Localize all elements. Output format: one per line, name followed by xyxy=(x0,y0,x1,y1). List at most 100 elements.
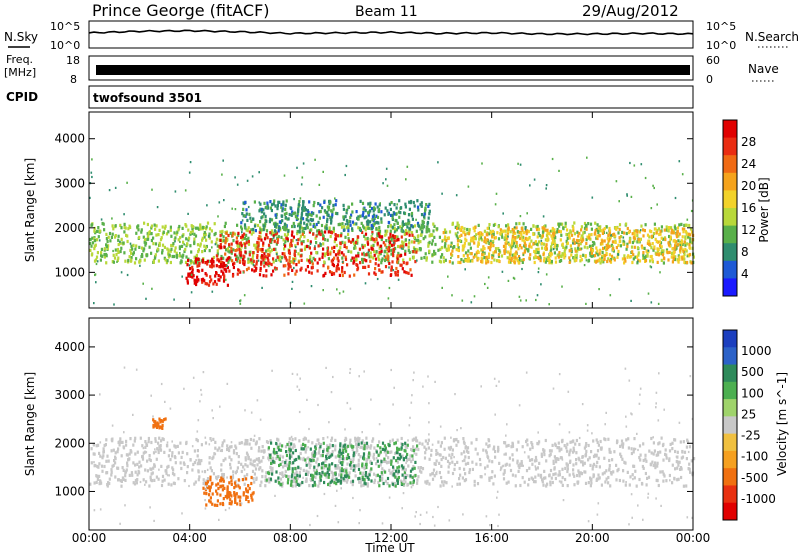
range-gate-cell xyxy=(373,216,376,220)
range-gate-cell xyxy=(563,256,566,260)
range-gate-cell xyxy=(473,295,476,298)
range-gate-cell xyxy=(287,467,290,471)
range-gate-cell xyxy=(537,247,540,251)
range-gate-cell xyxy=(394,469,398,473)
range-gate-cell xyxy=(656,451,660,455)
range-gate-cell xyxy=(446,248,449,252)
range-gate-cell xyxy=(345,471,348,475)
range-gate-cell xyxy=(277,481,280,485)
range-gate-cell xyxy=(165,469,168,473)
range-gate-cell xyxy=(545,247,548,251)
range-gate-cell xyxy=(305,212,308,216)
range-gate-cell xyxy=(389,471,392,475)
range-gate-cell xyxy=(410,459,413,464)
range-gate-cell xyxy=(483,256,486,260)
range-gate-cell xyxy=(545,184,548,187)
range-gate-cell xyxy=(324,271,327,275)
range-gate-cell xyxy=(517,440,520,444)
range-gate-cell xyxy=(662,458,665,462)
range-gate-cell xyxy=(659,244,662,248)
range-gate-cell xyxy=(637,253,640,257)
range-gate-cell xyxy=(277,478,280,482)
range-gate-cell xyxy=(201,238,204,242)
range-gate-cell xyxy=(268,265,270,268)
range-gate-cell xyxy=(347,205,350,209)
range-gate-cell xyxy=(145,480,148,484)
range-gate-cell xyxy=(253,200,256,204)
range-gate-cell xyxy=(299,467,302,471)
range-gate-cell xyxy=(509,252,512,256)
range-gate-cell xyxy=(351,479,355,483)
range-gate-cell xyxy=(284,244,287,248)
range-gate-cell xyxy=(358,247,361,251)
range-gate-cell xyxy=(283,227,286,231)
range-gate-cell xyxy=(214,440,217,444)
range-gate-cell xyxy=(484,239,487,243)
range-gate-cell xyxy=(111,260,114,264)
range-gate-cell xyxy=(575,256,578,260)
range-gate-cell xyxy=(439,444,442,448)
range-gate-cell xyxy=(592,454,596,459)
range-gate-cell xyxy=(245,233,248,237)
range-gate-cell xyxy=(504,233,507,237)
range-gate-cell xyxy=(332,477,335,482)
range-gate-cell xyxy=(328,270,332,274)
range-gate-cell xyxy=(397,475,400,480)
range-gate-cell xyxy=(300,258,303,262)
range-gate-cell xyxy=(162,230,165,234)
range-gate-cell xyxy=(508,242,511,247)
range-gate-cell xyxy=(210,259,213,263)
range-gate-cell xyxy=(290,213,293,217)
range-gate-cell xyxy=(277,438,280,442)
range-gate-cell xyxy=(451,448,454,452)
range-gate-cell xyxy=(612,247,615,251)
range-gate-cell xyxy=(153,419,156,424)
range-gate-cell xyxy=(588,244,592,248)
range-gate-cell xyxy=(648,235,651,239)
range-gate-cell xyxy=(632,450,635,454)
range-gate-cell xyxy=(157,233,160,237)
range-gate-cell xyxy=(623,231,626,235)
range-gate-cell xyxy=(359,455,362,459)
range-gate-cell xyxy=(601,254,604,258)
range-gate-cell xyxy=(330,272,334,276)
range-gate-cell xyxy=(150,226,153,230)
range-gate-cell xyxy=(551,236,554,240)
range-gate-cell xyxy=(406,452,409,457)
range-gate-cell xyxy=(258,201,261,204)
range-gate-cell xyxy=(609,294,612,297)
range-gate-cell xyxy=(291,438,294,442)
range-gate-cell xyxy=(599,248,602,252)
range-gate-cell xyxy=(520,258,523,262)
range-gate-cell xyxy=(561,222,564,226)
range-gate-cell xyxy=(434,242,437,247)
range-gate-cell xyxy=(194,234,198,238)
range-gate-cell xyxy=(562,227,565,231)
range-gate-cell xyxy=(601,240,604,244)
range-gate-cell xyxy=(428,209,431,213)
range-gate-cell xyxy=(511,235,515,239)
range-gate-cell xyxy=(272,234,275,238)
range-gate-cell xyxy=(386,209,389,213)
range-gate-cell xyxy=(338,466,341,470)
range-gate-cell xyxy=(557,473,560,477)
range-gate-cell xyxy=(673,250,676,255)
range-gate-cell xyxy=(129,449,132,453)
range-gate-cell xyxy=(203,491,206,495)
range-gate-cell xyxy=(321,231,324,235)
range-gate-cell xyxy=(688,445,691,449)
range-gate-cell xyxy=(680,241,683,245)
range-gate-cell xyxy=(261,475,264,479)
range-gate-cell xyxy=(374,272,377,276)
range-gate-cell xyxy=(553,239,556,243)
range-gate-cell xyxy=(314,445,317,449)
range-gate-cell xyxy=(410,214,414,218)
range-gate-cell xyxy=(272,257,275,261)
range-gate-cell xyxy=(613,232,616,236)
range-gate-cell xyxy=(187,274,190,278)
range-gate-cell xyxy=(194,480,197,484)
range-gate-cell xyxy=(488,252,491,256)
range-gate-cell xyxy=(142,235,145,239)
range-gate-cell xyxy=(224,252,227,256)
range-gate-cell xyxy=(315,251,318,255)
